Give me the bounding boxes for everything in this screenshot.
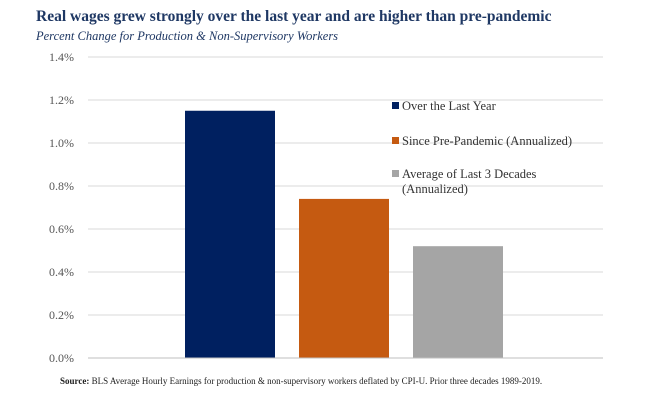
y-tick-label: 0.6%	[49, 222, 74, 236]
bar	[413, 246, 503, 358]
bar	[299, 198, 389, 358]
bar	[185, 110, 275, 358]
y-tick-label: 0.8%	[49, 179, 74, 193]
legend-label: Over the Last Year	[402, 99, 497, 113]
chart-subtitle: Percent Change for Production & Non-Supe…	[36, 29, 339, 43]
legend-label: Average of Last 3 Decades (Annualized)	[402, 167, 537, 196]
chart-title: Real wages grew strongly over the last y…	[36, 8, 552, 25]
y-axis-ticks: 0.0% 0.2% 0.4% 0.6% 0.8% 1.0% 1.2% 1.4%	[49, 50, 74, 365]
y-tick-label: 0.4%	[49, 265, 74, 279]
y-tick-label: 1.4%	[49, 50, 74, 64]
bars	[185, 110, 503, 358]
source-label: Source:	[60, 376, 90, 386]
legend-swatch	[392, 102, 399, 109]
y-tick-label: 1.2%	[49, 93, 74, 107]
gridlines	[88, 56, 603, 316]
legend-swatch	[392, 170, 399, 177]
legend: Over the Last Year Since Pre-Pandemic (An…	[392, 99, 572, 196]
legend-label: Since Pre-Pandemic (Annualized)	[402, 134, 572, 148]
y-tick-label: 0.2%	[49, 308, 74, 322]
source-text: BLS Average Hourly Earnings for producti…	[89, 376, 543, 386]
y-tick-label: 0.0%	[49, 351, 74, 365]
legend-swatch	[392, 137, 399, 144]
source-note: Source: BLS Average Hourly Earnings for …	[60, 376, 542, 386]
y-tick-label: 1.0%	[49, 136, 74, 150]
